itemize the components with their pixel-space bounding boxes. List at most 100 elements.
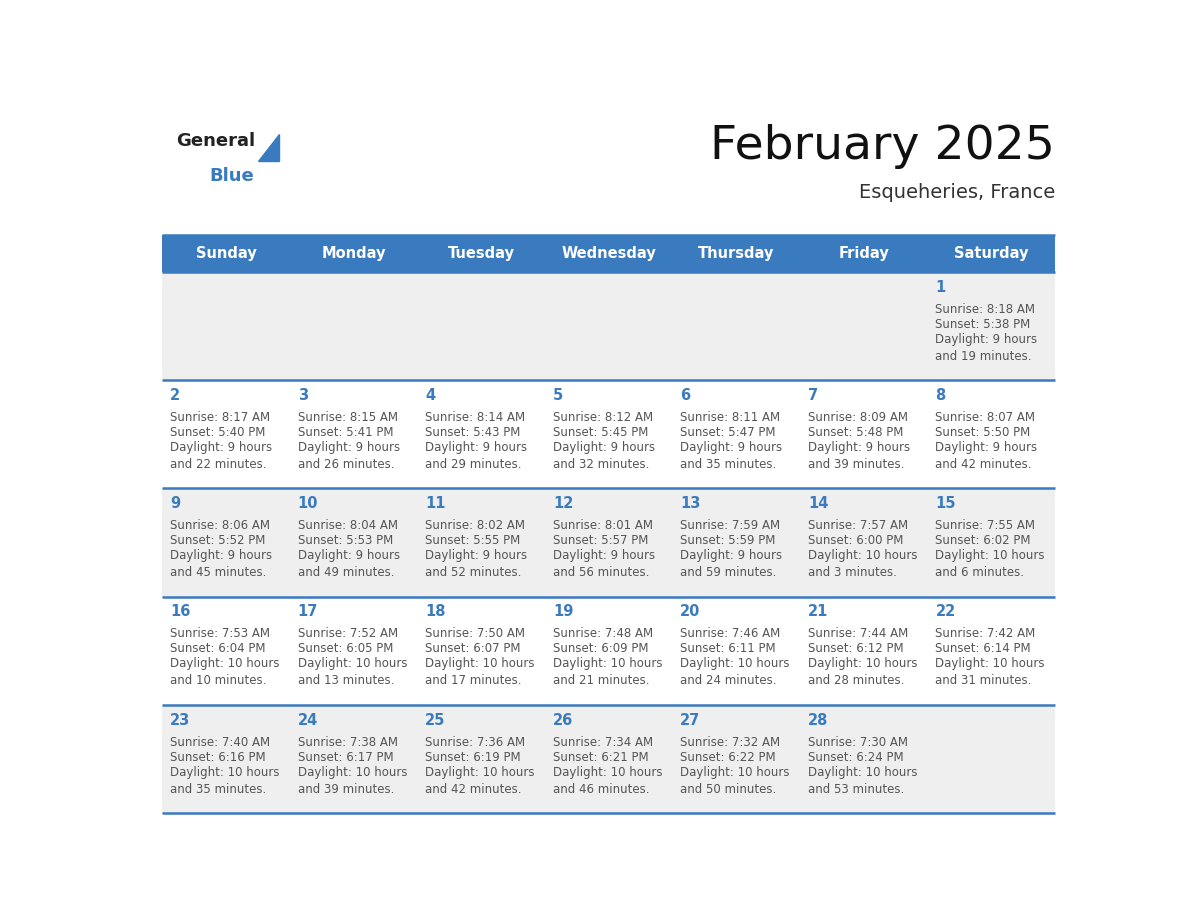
Text: 22: 22: [935, 604, 955, 620]
Text: Sunrise: 7:42 AM: Sunrise: 7:42 AM: [935, 627, 1036, 641]
Text: 9: 9: [170, 496, 181, 511]
Text: Sunset: 5:57 PM: Sunset: 5:57 PM: [552, 534, 649, 547]
Text: Sunset: 6:24 PM: Sunset: 6:24 PM: [808, 751, 904, 764]
Text: Daylight: 9 hours
and 52 minutes.: Daylight: 9 hours and 52 minutes.: [425, 549, 527, 579]
Text: Sunrise: 8:07 AM: Sunrise: 8:07 AM: [935, 411, 1036, 424]
Text: Sunset: 5:40 PM: Sunset: 5:40 PM: [170, 426, 266, 439]
Text: Daylight: 9 hours
and 56 minutes.: Daylight: 9 hours and 56 minutes.: [552, 549, 655, 579]
Text: Daylight: 10 hours
and 24 minutes.: Daylight: 10 hours and 24 minutes.: [681, 657, 790, 688]
Bar: [163, 597, 1055, 705]
Text: 1: 1: [935, 280, 946, 295]
Text: 26: 26: [552, 712, 573, 728]
Text: Daylight: 10 hours
and 35 minutes.: Daylight: 10 hours and 35 minutes.: [170, 766, 279, 796]
Text: Daylight: 9 hours
and 19 minutes.: Daylight: 9 hours and 19 minutes.: [935, 332, 1037, 363]
Text: Sunrise: 7:50 AM: Sunrise: 7:50 AM: [425, 627, 525, 641]
Text: Sunset: 6:02 PM: Sunset: 6:02 PM: [935, 534, 1031, 547]
Text: 13: 13: [681, 496, 701, 511]
Text: Daylight: 9 hours
and 39 minutes.: Daylight: 9 hours and 39 minutes.: [808, 441, 910, 471]
Text: 27: 27: [681, 712, 701, 728]
Text: Sunrise: 7:52 AM: Sunrise: 7:52 AM: [298, 627, 398, 641]
Text: Sunset: 6:21 PM: Sunset: 6:21 PM: [552, 751, 649, 764]
Text: Sunset: 6:19 PM: Sunset: 6:19 PM: [425, 751, 520, 764]
Text: Wednesday: Wednesday: [562, 246, 656, 261]
Text: Sunrise: 8:15 AM: Sunrise: 8:15 AM: [298, 411, 398, 424]
Text: Daylight: 10 hours
and 50 minutes.: Daylight: 10 hours and 50 minutes.: [681, 766, 790, 796]
Text: Sunset: 6:05 PM: Sunset: 6:05 PM: [298, 643, 393, 655]
Text: 18: 18: [425, 604, 446, 620]
Polygon shape: [258, 134, 279, 161]
Text: Sunset: 6:07 PM: Sunset: 6:07 PM: [425, 643, 520, 655]
Text: 6: 6: [681, 387, 690, 403]
Text: Sunset: 6:00 PM: Sunset: 6:00 PM: [808, 534, 903, 547]
Text: 3: 3: [298, 387, 308, 403]
Text: 20: 20: [681, 604, 701, 620]
Text: Sunset: 5:38 PM: Sunset: 5:38 PM: [935, 318, 1031, 330]
Text: Friday: Friday: [839, 246, 890, 261]
Text: Sunrise: 7:34 AM: Sunrise: 7:34 AM: [552, 735, 653, 749]
Text: Daylight: 9 hours
and 26 minutes.: Daylight: 9 hours and 26 minutes.: [298, 441, 400, 471]
Text: Sunrise: 8:06 AM: Sunrise: 8:06 AM: [170, 520, 270, 532]
Text: Sunrise: 8:17 AM: Sunrise: 8:17 AM: [170, 411, 271, 424]
Text: 7: 7: [808, 387, 819, 403]
Text: Daylight: 9 hours
and 49 minutes.: Daylight: 9 hours and 49 minutes.: [298, 549, 400, 579]
Text: 23: 23: [170, 712, 190, 728]
Text: Sunrise: 8:04 AM: Sunrise: 8:04 AM: [298, 520, 398, 532]
Text: Sunset: 5:50 PM: Sunset: 5:50 PM: [935, 426, 1031, 439]
Text: Daylight: 10 hours
and 3 minutes.: Daylight: 10 hours and 3 minutes.: [808, 549, 917, 579]
Text: Sunrise: 8:02 AM: Sunrise: 8:02 AM: [425, 520, 525, 532]
Text: Sunrise: 7:30 AM: Sunrise: 7:30 AM: [808, 735, 908, 749]
Text: 21: 21: [808, 604, 828, 620]
Text: Daylight: 9 hours
and 32 minutes.: Daylight: 9 hours and 32 minutes.: [552, 441, 655, 471]
Text: 25: 25: [425, 712, 446, 728]
Text: Esqueheries, France: Esqueheries, France: [859, 184, 1055, 202]
Text: 14: 14: [808, 496, 828, 511]
Text: Sunday: Sunday: [196, 246, 257, 261]
Text: Sunrise: 7:53 AM: Sunrise: 7:53 AM: [170, 627, 270, 641]
Text: Daylight: 10 hours
and 53 minutes.: Daylight: 10 hours and 53 minutes.: [808, 766, 917, 796]
Text: Daylight: 10 hours
and 17 minutes.: Daylight: 10 hours and 17 minutes.: [425, 657, 535, 688]
Text: 5: 5: [552, 387, 563, 403]
Text: 17: 17: [298, 604, 318, 620]
Text: Sunset: 6:16 PM: Sunset: 6:16 PM: [170, 751, 266, 764]
Text: 10: 10: [298, 496, 318, 511]
Text: 15: 15: [935, 496, 956, 511]
Bar: [163, 272, 1055, 380]
Text: Daylight: 9 hours
and 59 minutes.: Daylight: 9 hours and 59 minutes.: [681, 549, 783, 579]
Text: Sunrise: 8:18 AM: Sunrise: 8:18 AM: [935, 303, 1036, 316]
Text: General: General: [176, 131, 255, 150]
Text: Sunset: 5:55 PM: Sunset: 5:55 PM: [425, 534, 520, 547]
Text: Sunset: 5:45 PM: Sunset: 5:45 PM: [552, 426, 649, 439]
Text: Sunset: 6:09 PM: Sunset: 6:09 PM: [552, 643, 649, 655]
Text: Sunset: 6:22 PM: Sunset: 6:22 PM: [681, 751, 776, 764]
Text: Sunset: 5:43 PM: Sunset: 5:43 PM: [425, 426, 520, 439]
Text: Daylight: 10 hours
and 39 minutes.: Daylight: 10 hours and 39 minutes.: [298, 766, 407, 796]
Bar: [163, 380, 1055, 488]
Text: Tuesday: Tuesday: [448, 246, 514, 261]
Text: 28: 28: [808, 712, 828, 728]
Text: Daylight: 10 hours
and 13 minutes.: Daylight: 10 hours and 13 minutes.: [298, 657, 407, 688]
Text: Daylight: 9 hours
and 42 minutes.: Daylight: 9 hours and 42 minutes.: [935, 441, 1037, 471]
Text: Monday: Monday: [322, 246, 386, 261]
Bar: [163, 488, 1055, 597]
Text: Sunrise: 7:32 AM: Sunrise: 7:32 AM: [681, 735, 781, 749]
Text: Sunrise: 7:40 AM: Sunrise: 7:40 AM: [170, 735, 271, 749]
Text: Sunset: 5:47 PM: Sunset: 5:47 PM: [681, 426, 776, 439]
Text: Saturday: Saturday: [954, 246, 1029, 261]
Text: Sunrise: 7:46 AM: Sunrise: 7:46 AM: [681, 627, 781, 641]
Text: Sunset: 5:52 PM: Sunset: 5:52 PM: [170, 534, 266, 547]
Text: Thursday: Thursday: [699, 246, 775, 261]
Text: Sunrise: 8:11 AM: Sunrise: 8:11 AM: [681, 411, 781, 424]
Text: Daylight: 9 hours
and 35 minutes.: Daylight: 9 hours and 35 minutes.: [681, 441, 783, 471]
Text: Sunrise: 8:12 AM: Sunrise: 8:12 AM: [552, 411, 653, 424]
Text: Sunset: 6:12 PM: Sunset: 6:12 PM: [808, 643, 904, 655]
Text: Sunset: 6:14 PM: Sunset: 6:14 PM: [935, 643, 1031, 655]
Text: Sunset: 6:04 PM: Sunset: 6:04 PM: [170, 643, 266, 655]
Text: Sunrise: 8:14 AM: Sunrise: 8:14 AM: [425, 411, 525, 424]
Text: 2: 2: [170, 387, 181, 403]
Text: 19: 19: [552, 604, 573, 620]
Text: Sunrise: 7:48 AM: Sunrise: 7:48 AM: [552, 627, 653, 641]
Text: Sunset: 6:17 PM: Sunset: 6:17 PM: [298, 751, 393, 764]
Text: 4: 4: [425, 387, 436, 403]
Text: Sunset: 5:48 PM: Sunset: 5:48 PM: [808, 426, 903, 439]
Text: Sunset: 5:59 PM: Sunset: 5:59 PM: [681, 534, 776, 547]
